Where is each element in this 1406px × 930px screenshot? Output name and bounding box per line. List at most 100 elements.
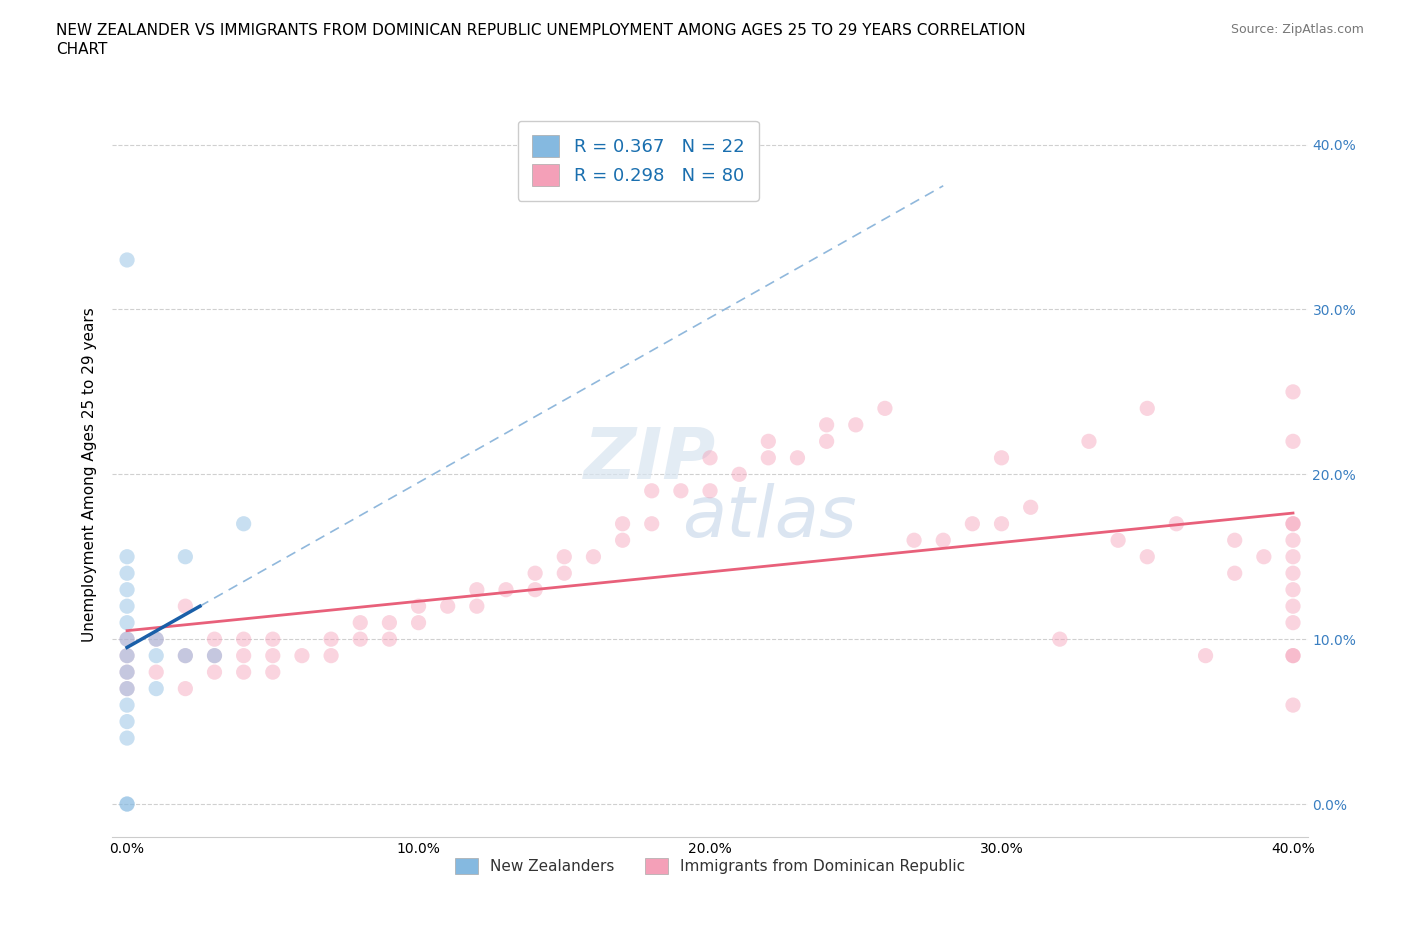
Point [349,631,371,646]
Point [524,582,547,597]
Point [436,599,458,614]
Point [669,484,692,498]
Point [1282,434,1305,449]
Point [145,631,167,646]
Point [378,631,401,646]
Point [1223,533,1246,548]
Point [145,631,167,646]
Point [115,631,138,646]
Point [1282,516,1305,531]
Point [641,516,664,531]
Point [115,731,138,746]
Point [990,516,1012,531]
Point [115,714,138,729]
Point [232,631,254,646]
Point [990,450,1012,465]
Point [232,516,254,531]
Point [903,533,925,548]
Text: NEW ZEALANDER VS IMMIGRANTS FROM DOMINICAN REPUBLIC UNEMPLOYMENT AMONG AGES 25 T: NEW ZEALANDER VS IMMIGRANTS FROM DOMINIC… [56,23,1026,38]
Text: ZIP: ZIP [583,425,717,494]
Point [641,484,664,498]
Point [1282,550,1305,565]
Point [582,550,605,565]
Point [174,550,197,565]
Point [524,565,547,580]
Point [115,565,138,580]
Point [699,484,721,498]
Point [262,665,284,680]
Point [262,631,284,646]
Point [145,665,167,680]
Point [145,648,167,663]
Point [612,516,634,531]
Point [204,631,226,646]
Point [115,681,138,696]
Point [786,450,808,465]
Point [115,648,138,663]
Point [115,648,138,663]
Point [204,648,226,663]
Point [115,616,138,631]
Point [174,599,197,614]
Point [1049,631,1071,646]
Point [815,434,838,449]
Point [408,599,430,614]
Point [1282,648,1305,663]
Point [495,582,517,597]
Point [465,599,488,614]
Point [115,797,138,812]
Point [115,599,138,614]
Point [756,434,779,449]
Point [1282,582,1305,597]
Point [232,665,254,680]
Text: Source: ZipAtlas.com: Source: ZipAtlas.com [1230,23,1364,36]
Point [1136,401,1159,416]
Point [1282,516,1305,531]
Point [1282,698,1305,712]
Point [873,401,896,416]
Point [612,533,634,548]
Text: CHART: CHART [56,42,108,57]
Point [115,797,138,812]
Point [408,616,430,631]
Point [262,648,284,663]
Point [1078,434,1101,449]
Legend: New Zealanders, Immigrants from Dominican Republic: New Zealanders, Immigrants from Dominica… [449,852,972,880]
Point [115,550,138,565]
Point [174,681,197,696]
Point [1166,516,1188,531]
Point [815,418,838,432]
Point [1282,384,1305,399]
Point [115,582,138,597]
Point [553,550,575,565]
Point [756,450,779,465]
Point [1019,499,1042,514]
Point [845,418,868,432]
Point [204,648,226,663]
Point [115,665,138,680]
Point [699,450,721,465]
Point [1282,648,1305,663]
Point [115,665,138,680]
Point [349,616,371,631]
Point [115,631,138,646]
Point [145,681,167,696]
Point [174,648,197,663]
Point [1107,533,1129,548]
Point [319,648,342,663]
Point [232,648,254,663]
Point [115,681,138,696]
Point [204,665,226,680]
Text: atlas: atlas [682,484,858,552]
Point [115,698,138,712]
Point [728,467,751,482]
Point [1282,616,1305,631]
Point [291,648,314,663]
Point [1282,533,1305,548]
Point [115,253,138,268]
Point [465,582,488,597]
Point [174,648,197,663]
Point [378,616,401,631]
Point [1282,565,1305,580]
Y-axis label: Unemployment Among Ages 25 to 29 years: Unemployment Among Ages 25 to 29 years [82,307,97,642]
